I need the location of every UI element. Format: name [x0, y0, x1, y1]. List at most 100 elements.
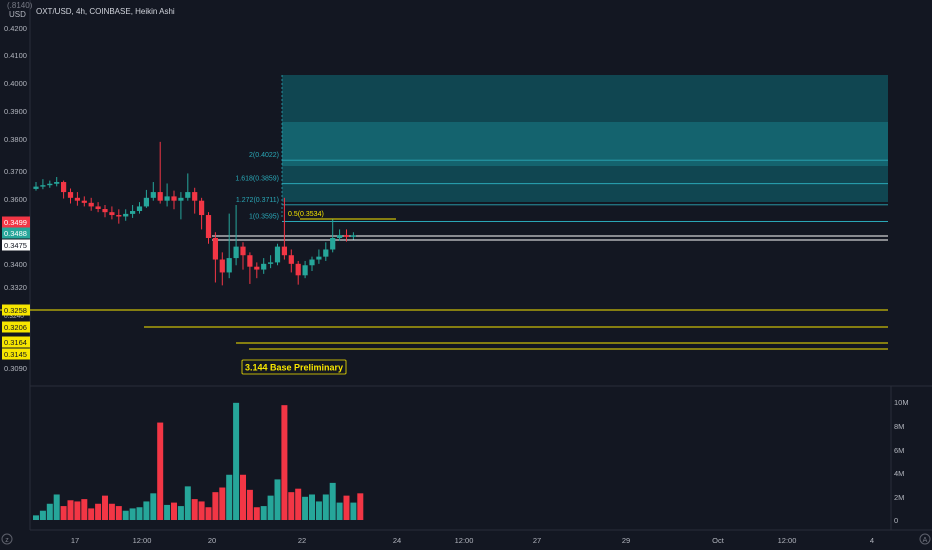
candle[interactable]: [323, 242, 329, 261]
price-tag[interactable]: [2, 216, 30, 228]
volume-bar[interactable]: [198, 501, 205, 520]
candle[interactable]: [109, 206, 115, 220]
volume-bar[interactable]: [288, 492, 295, 520]
candle[interactable]: [254, 262, 260, 279]
candle[interactable]: [33, 182, 39, 191]
price-tag[interactable]: [2, 336, 30, 348]
volume-bar[interactable]: [253, 507, 260, 520]
candle[interactable]: [81, 196, 87, 207]
candle[interactable]: [350, 232, 356, 240]
candle[interactable]: [274, 243, 281, 266]
candle[interactable]: [309, 256, 315, 272]
volume-bar[interactable]: [46, 503, 53, 520]
candle[interactable]: [261, 258, 267, 274]
volume-bar[interactable]: [315, 501, 322, 520]
price-scale-settings[interactable]: (.8140): [7, 1, 33, 10]
candle[interactable]: [171, 190, 177, 210]
volume-bar[interactable]: [33, 515, 39, 520]
candle[interactable]: [130, 204, 136, 218]
volume-bar[interactable]: [184, 486, 191, 520]
volume-bar[interactable]: [205, 507, 212, 520]
candle[interactable]: [192, 187, 198, 214]
candle[interactable]: [178, 192, 184, 220]
volume-bar[interactable]: [336, 502, 343, 520]
candle[interactable]: [54, 177, 60, 187]
candle[interactable]: [233, 204, 239, 266]
volume-bar[interactable]: [357, 493, 364, 520]
candle[interactable]: [268, 255, 274, 269]
candle[interactable]: [226, 213, 232, 279]
volume-bar[interactable]: [212, 492, 219, 520]
volume-bar[interactable]: [108, 503, 115, 520]
candle[interactable]: [157, 141, 163, 204]
volume-bar[interactable]: [95, 503, 102, 520]
candle[interactable]: [337, 229, 343, 241]
volume-bar[interactable]: [322, 494, 329, 520]
volume-axis[interactable]: 10M 8M 6M 4M 2M 0: [894, 398, 909, 525]
volume-bar[interactable]: [39, 510, 46, 520]
candle[interactable]: [281, 197, 287, 260]
volume-bar[interactable]: [302, 496, 309, 520]
volume-bar[interactable]: [129, 508, 136, 520]
candle[interactable]: [199, 197, 205, 230]
volume-bar[interactable]: [267, 495, 274, 520]
volume-bar[interactable]: [122, 510, 129, 520]
price-tag[interactable]: [2, 321, 30, 333]
volume-bar[interactable]: [246, 489, 253, 520]
volume-bar[interactable]: [81, 499, 88, 520]
candle[interactable]: [212, 232, 218, 283]
time-axis[interactable]: 17 12:00 20 22 24 12:00 27 29 Oct 12:00 4: [71, 536, 874, 545]
annotation-box[interactable]: [241, 359, 347, 375]
candle[interactable]: [143, 189, 149, 208]
price-tag[interactable]: [2, 239, 30, 251]
volume-bar[interactable]: [191, 499, 198, 520]
candle[interactable]: [40, 179, 46, 190]
price-axis[interactable]: 0.4200 0.4100 0.4000 0.3900 0.3800 0.3700 0.36…: [4, 24, 27, 373]
volume-bar[interactable]: [329, 482, 336, 520]
candle[interactable]: [288, 249, 294, 273]
candle[interactable]: [330, 219, 336, 253]
candle[interactable]: [47, 180, 53, 188]
volume-bar[interactable]: [233, 402, 240, 520]
candle[interactable]: [343, 229, 350, 242]
volume-bar[interactable]: [240, 474, 246, 520]
volume-bar[interactable]: [157, 422, 164, 520]
volume-series[interactable]: [33, 402, 364, 520]
volume-bar[interactable]: [143, 501, 150, 520]
candle[interactable]: [61, 180, 67, 199]
candle[interactable]: [302, 260, 308, 279]
volume-bar[interactable]: [115, 506, 122, 520]
candle[interactable]: [295, 260, 301, 285]
candle[interactable]: [219, 252, 225, 286]
candle[interactable]: [123, 209, 129, 221]
volume-bar[interactable]: [309, 494, 315, 520]
volume-bar[interactable]: [67, 500, 74, 520]
volume-bar[interactable]: [102, 495, 108, 520]
candle[interactable]: [150, 182, 156, 201]
volume-bar[interactable]: [295, 488, 302, 520]
volume-bar[interactable]: [350, 502, 357, 520]
volume-bar[interactable]: [171, 502, 177, 520]
volume-bar[interactable]: [53, 494, 60, 520]
candle[interactable]: [316, 249, 322, 264]
candle-series[interactable]: [33, 141, 356, 286]
volume-bar[interactable]: [260, 506, 267, 520]
zoom-icon[interactable]: [1, 533, 13, 545]
fib-zone-2-1618[interactable]: [282, 75, 888, 122]
volume-bar[interactable]: [150, 493, 157, 520]
candle[interactable]: [67, 188, 74, 204]
candle[interactable]: [136, 202, 143, 214]
volume-bar[interactable]: [177, 506, 184, 520]
candle[interactable]: [116, 209, 122, 224]
volume-bar[interactable]: [164, 504, 171, 520]
candle[interactable]: [205, 212, 212, 244]
candle[interactable]: [247, 252, 253, 284]
auto-scale-icon[interactable]: [919, 533, 931, 545]
candle[interactable]: [102, 204, 108, 218]
volume-bar[interactable]: [74, 501, 81, 520]
candle[interactable]: [95, 202, 101, 213]
candle[interactable]: [164, 183, 170, 207]
volume-bar[interactable]: [60, 506, 67, 520]
candle[interactable]: [88, 197, 94, 211]
